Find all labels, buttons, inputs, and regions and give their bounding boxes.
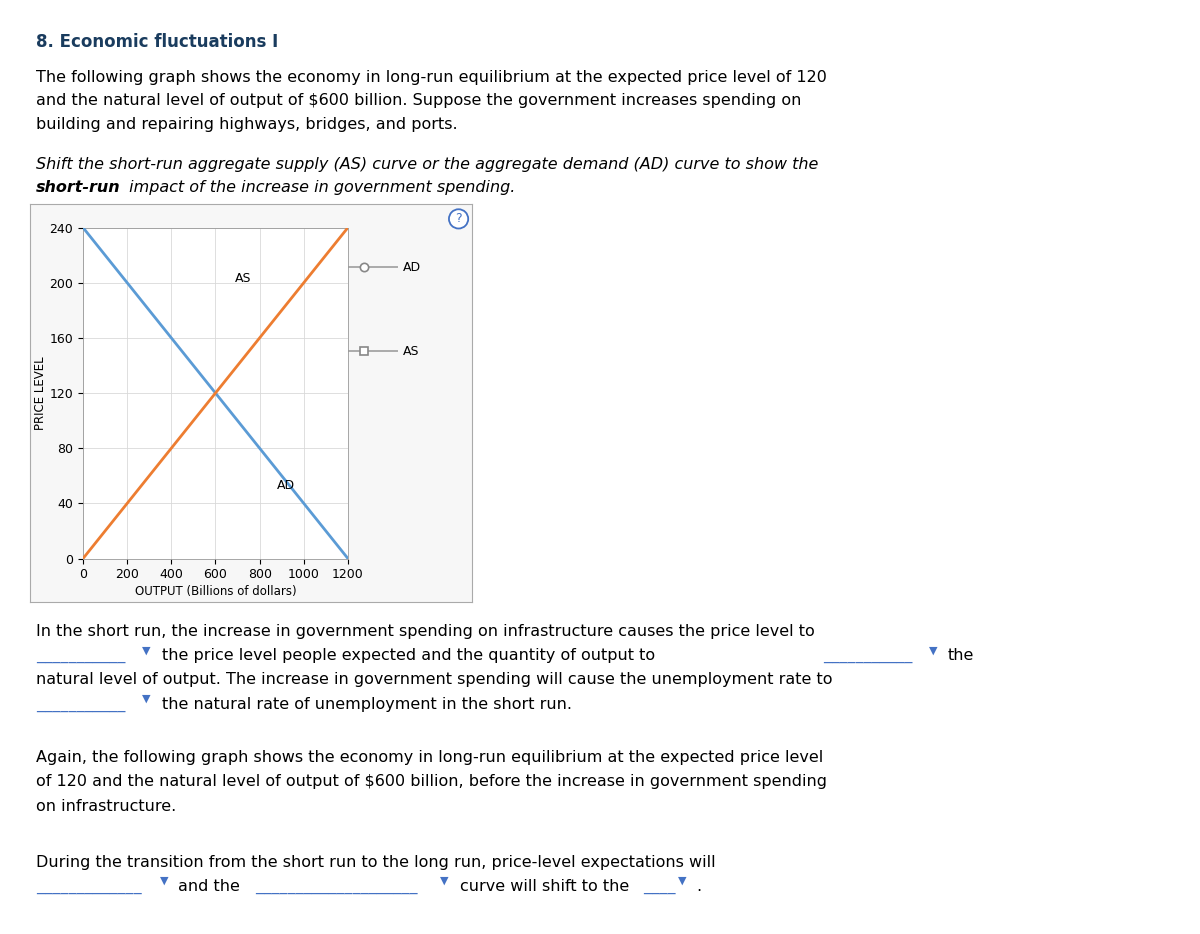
Text: ▼: ▼ (678, 876, 686, 886)
Y-axis label: PRICE LEVEL: PRICE LEVEL (34, 356, 47, 430)
Text: AS: AS (403, 345, 420, 358)
Text: During the transition from the short run to the long run, price-level expectatio: During the transition from the short run… (36, 855, 715, 870)
Text: AD: AD (403, 261, 421, 274)
Text: _____________: _____________ (36, 879, 142, 894)
Text: of 120 and the natural level of output of $600 billion, before the increase in g: of 120 and the natural level of output o… (36, 774, 827, 789)
Text: The following graph shows the economy in long-run equilibrium at the expected pr: The following graph shows the economy in… (36, 70, 827, 85)
Text: and the natural level of output of $600 billion. Suppose the government increase: and the natural level of output of $600 … (36, 93, 802, 108)
Text: AS: AS (235, 273, 252, 286)
Text: ▼: ▼ (142, 645, 150, 656)
Text: on infrastructure.: on infrastructure. (36, 799, 176, 814)
Text: In the short run, the increase in government spending on infrastructure causes t: In the short run, the increase in govern… (36, 624, 815, 639)
Text: ___________: ___________ (36, 697, 125, 712)
Text: ?: ? (455, 212, 462, 225)
Text: curve will shift to the: curve will shift to the (460, 879, 629, 894)
Text: ____________________: ____________________ (256, 879, 418, 894)
Text: building and repairing highways, bridges, and ports.: building and repairing highways, bridges… (36, 117, 457, 132)
Text: Again, the following graph shows the economy in long-run equilibrium at the expe: Again, the following graph shows the eco… (36, 750, 823, 765)
X-axis label: OUTPUT (Billions of dollars): OUTPUT (Billions of dollars) (134, 586, 296, 599)
Text: ▼: ▼ (160, 876, 168, 886)
Text: and the: and the (178, 879, 240, 894)
Text: 8. Economic fluctuations I: 8. Economic fluctuations I (36, 33, 278, 50)
Text: the price level people expected and the quantity of output to: the price level people expected and the … (162, 648, 655, 663)
Text: ▼: ▼ (440, 876, 449, 886)
Text: the: the (948, 648, 974, 663)
Text: Shift the short-run aggregate supply (AS) curve or the aggregate demand (AD) cur: Shift the short-run aggregate supply (AS… (36, 157, 818, 172)
Text: impact of the increase in government spending.: impact of the increase in government spe… (124, 180, 515, 195)
Text: .: . (696, 879, 701, 894)
Text: ▼: ▼ (929, 645, 937, 656)
Text: ____: ____ (643, 879, 676, 894)
Text: the natural rate of unemployment in the short run.: the natural rate of unemployment in the … (162, 697, 572, 712)
Text: short-run: short-run (36, 180, 121, 195)
Text: natural level of output. The increase in government spending will cause the unem: natural level of output. The increase in… (36, 672, 833, 687)
Text: ___________: ___________ (36, 648, 125, 663)
Text: ▼: ▼ (142, 694, 150, 704)
Text: AD: AD (277, 478, 295, 491)
Text: ___________: ___________ (823, 648, 912, 663)
